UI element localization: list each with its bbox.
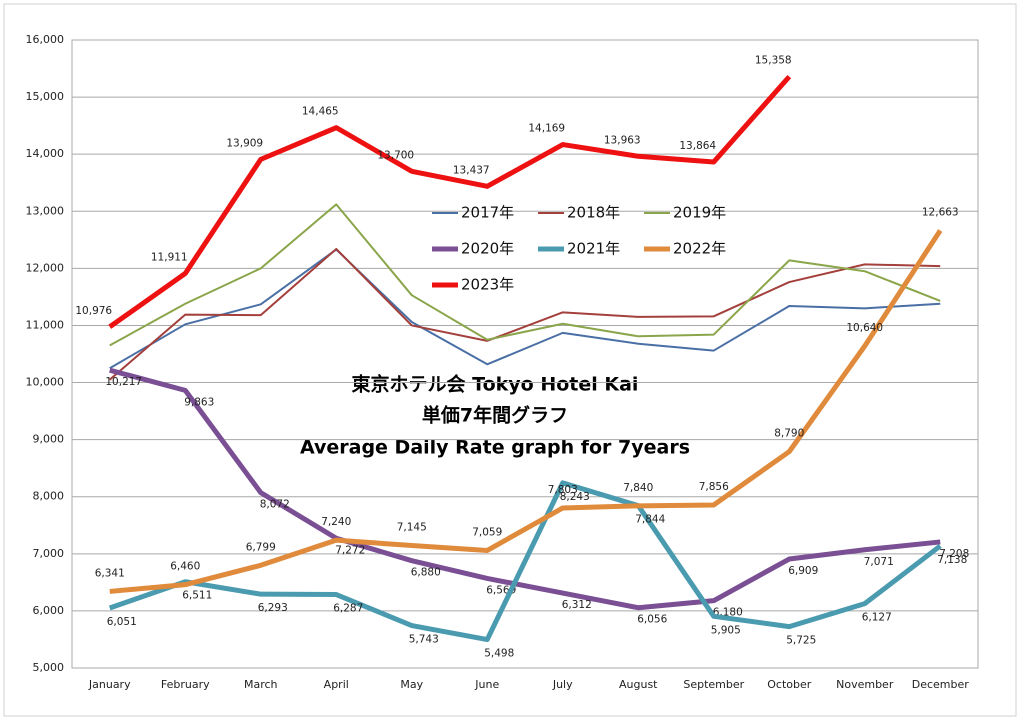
data-label: 6,799	[246, 541, 276, 553]
x-tick-label: April	[324, 678, 349, 691]
x-tick-label: May	[400, 678, 423, 691]
data-label: 7,071	[864, 556, 894, 568]
chart-frame	[3, 3, 1017, 717]
data-label: 8,790	[774, 428, 804, 440]
data-label: 14,169	[528, 123, 565, 135]
data-label: 7,803	[548, 484, 578, 496]
legend-item: 2019年	[644, 204, 726, 222]
data-label: 5,905	[711, 624, 741, 636]
series-line	[109, 229, 943, 594]
x-tick-label: December	[912, 678, 970, 691]
data-label: 5,498	[484, 648, 514, 660]
data-label: 6,051	[107, 616, 137, 628]
data-label: 7,840	[623, 482, 653, 494]
legend-label: 2023年	[461, 276, 514, 294]
x-tick-label: August	[619, 678, 658, 691]
data-label: 6,909	[788, 565, 818, 577]
y-tick-label: 14,000	[26, 147, 65, 160]
y-tick-label: 13,000	[26, 204, 65, 217]
data-label: 8,072	[260, 499, 290, 511]
x-tick-label: June	[474, 678, 499, 691]
series-line	[109, 203, 941, 347]
data-label: 6,287	[333, 603, 363, 615]
chart-title: 東京ホテル会 Tokyo Hotel Kai	[352, 373, 639, 396]
x-tick-label: October	[767, 678, 811, 691]
data-label: 13,909	[226, 137, 263, 149]
data-label: 13,963	[604, 134, 641, 146]
legend-label: 2021年	[567, 240, 620, 258]
legend-item: 2023年	[432, 276, 514, 294]
data-label: 6,127	[862, 612, 892, 624]
legend-item: 2020年	[432, 240, 514, 258]
legend-label: 2020年	[461, 240, 514, 258]
data-label: 13,437	[453, 164, 490, 176]
y-tick-label: 9,000	[33, 433, 65, 446]
legend-label: 2019年	[673, 204, 726, 222]
legend-label: 2018年	[567, 204, 620, 222]
series-line	[109, 247, 941, 381]
data-label: 13,700	[377, 149, 414, 161]
data-label: 14,465	[302, 106, 339, 118]
data-label: 7,138	[937, 554, 967, 566]
data-label: 7,208	[939, 548, 969, 560]
y-tick-label: 12,000	[26, 261, 65, 274]
data-label: 7,059	[472, 526, 502, 538]
y-tick-label: 7,000	[33, 547, 65, 560]
legend-label: 2017年	[461, 204, 514, 222]
data-label: 7,856	[699, 481, 729, 493]
data-label: 7,145	[397, 522, 427, 534]
y-tick-label: 16,000	[26, 33, 65, 46]
series-line	[108, 480, 942, 643]
data-label: 10,640	[846, 322, 883, 334]
data-label: 5,725	[786, 635, 816, 647]
data-label: 11,911	[151, 251, 188, 263]
y-tick-label: 5,000	[33, 661, 65, 674]
x-tick-label: November	[836, 678, 894, 691]
data-label: 10,217	[105, 376, 142, 388]
x-tick-label: September	[683, 678, 744, 691]
chart-title: Average Daily Rate graph for 7years	[300, 437, 690, 459]
x-tick-label: January	[88, 678, 131, 691]
data-label: 10,976	[75, 305, 112, 317]
series-line	[108, 74, 792, 329]
y-tick-label: 8,000	[33, 490, 65, 503]
legend-item: 2022年	[644, 240, 726, 258]
y-tick-label: 6,000	[33, 604, 65, 617]
data-label: 6,056	[637, 614, 667, 626]
data-label: 8,243	[560, 491, 590, 503]
y-tick-label: 10,000	[26, 376, 65, 389]
x-tick-label: February	[161, 678, 210, 691]
legend-item: 2017年	[432, 204, 514, 222]
series-line	[109, 248, 941, 370]
legend-item: 2018年	[538, 204, 620, 222]
data-label: 6,312	[562, 599, 592, 611]
x-tick-label: July	[552, 678, 573, 691]
legend-item: 2021年	[538, 240, 620, 258]
data-label: 13,864	[679, 140, 716, 152]
legend-label: 2022年	[673, 240, 726, 258]
data-label: 9,863	[184, 396, 214, 408]
data-label: 6,341	[95, 567, 125, 579]
data-label: 6,293	[258, 602, 288, 614]
data-label: 12,663	[922, 207, 959, 219]
series-line	[109, 367, 941, 611]
y-tick-label: 11,000	[26, 318, 65, 331]
data-label: 6,460	[170, 561, 200, 573]
data-label: 6,880	[411, 567, 441, 579]
data-label: 6,511	[182, 590, 212, 602]
y-tick-label: 15,000	[26, 90, 65, 103]
data-label: 7,272	[335, 544, 365, 556]
chart-title: 単価7年間グラフ	[422, 404, 568, 427]
data-label: 15,358	[755, 55, 792, 67]
data-label: 7,240	[321, 516, 351, 528]
data-label: 7,844	[635, 514, 665, 526]
x-tick-label: March	[244, 678, 278, 691]
data-label: 5,743	[409, 634, 439, 646]
